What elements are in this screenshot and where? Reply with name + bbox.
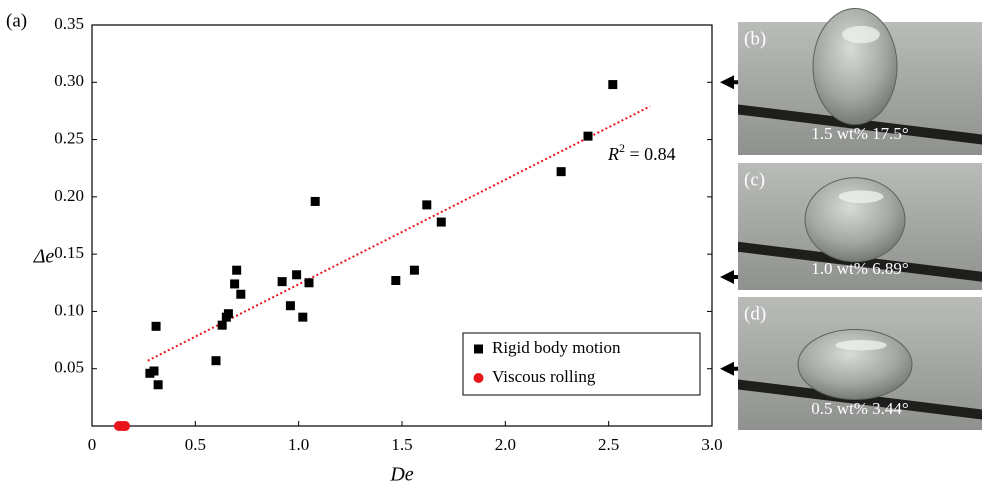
point: [149, 366, 159, 376]
point: [217, 320, 227, 330]
x-tick-label: 1.0: [288, 435, 309, 454]
point: [608, 80, 618, 90]
point: [236, 289, 246, 299]
point: [436, 217, 446, 227]
panel-label: (a): [6, 10, 27, 31]
panel-caption: 1.0 wt% 6.89°: [811, 259, 908, 278]
x-axis-label: De: [389, 464, 413, 486]
y-tick-label: 0.25: [54, 128, 84, 147]
point: [232, 265, 242, 275]
point: [292, 270, 302, 280]
y-axis-label: Δe: [33, 246, 55, 268]
point: [120, 421, 131, 431]
point: [304, 278, 314, 288]
point: [285, 301, 295, 311]
point: [153, 380, 163, 390]
droplet: [812, 7, 898, 125]
r-squared: R2 = 0.84: [607, 141, 676, 164]
point: [211, 356, 221, 366]
y-tick-label: 0.05: [54, 358, 84, 377]
trendline: [147, 105, 651, 362]
r-value: = 0.84: [625, 144, 676, 164]
droplet: [797, 328, 913, 400]
legend-marker: [474, 344, 483, 354]
panel-label: (b): [744, 28, 766, 49]
point: [277, 277, 287, 287]
point: [422, 200, 432, 210]
point: [230, 279, 240, 289]
y-tick-label: 0.10: [54, 300, 84, 319]
x-tick-label: 3.0: [701, 435, 722, 454]
point: [391, 275, 401, 285]
legend-label: Viscous rolling: [492, 367, 596, 386]
point: [298, 312, 308, 322]
highlight: [838, 190, 884, 203]
x-tick-label: 0.5: [185, 435, 206, 454]
x-tick-label: 0: [88, 435, 97, 454]
x-tick-label: 2.5: [598, 435, 619, 454]
x-tick-label: 1.5: [391, 435, 412, 454]
arrow: [720, 75, 738, 90]
y-tick-label: 0.30: [54, 71, 84, 90]
y-tick-label: 0.15: [54, 243, 84, 262]
droplet: [804, 177, 906, 263]
r-symbol: R: [607, 144, 619, 164]
arrow: [720, 361, 738, 376]
panel-caption: 1.5 wt% 17.5°: [811, 124, 908, 143]
highlight: [842, 25, 880, 44]
highlight: [835, 339, 887, 351]
panel-label: (d): [744, 303, 766, 324]
legend-marker: [473, 373, 484, 383]
point: [583, 131, 593, 141]
y-tick-label: 0.35: [54, 14, 84, 33]
panel-caption: 0.5 wt% 3.44°: [811, 399, 908, 418]
point: [310, 196, 320, 206]
point: [151, 321, 161, 331]
legend-label: Rigid body motion: [492, 338, 621, 357]
y-tick-label: 0.20: [54, 186, 84, 205]
point: [223, 309, 233, 319]
panel-label: (c): [744, 169, 765, 190]
r-exponent: 2: [619, 141, 625, 155]
x-tick-label: 2.0: [495, 435, 516, 454]
arrow: [720, 270, 738, 285]
point: [556, 167, 566, 177]
legend-box: [462, 332, 701, 396]
point: [409, 265, 419, 275]
